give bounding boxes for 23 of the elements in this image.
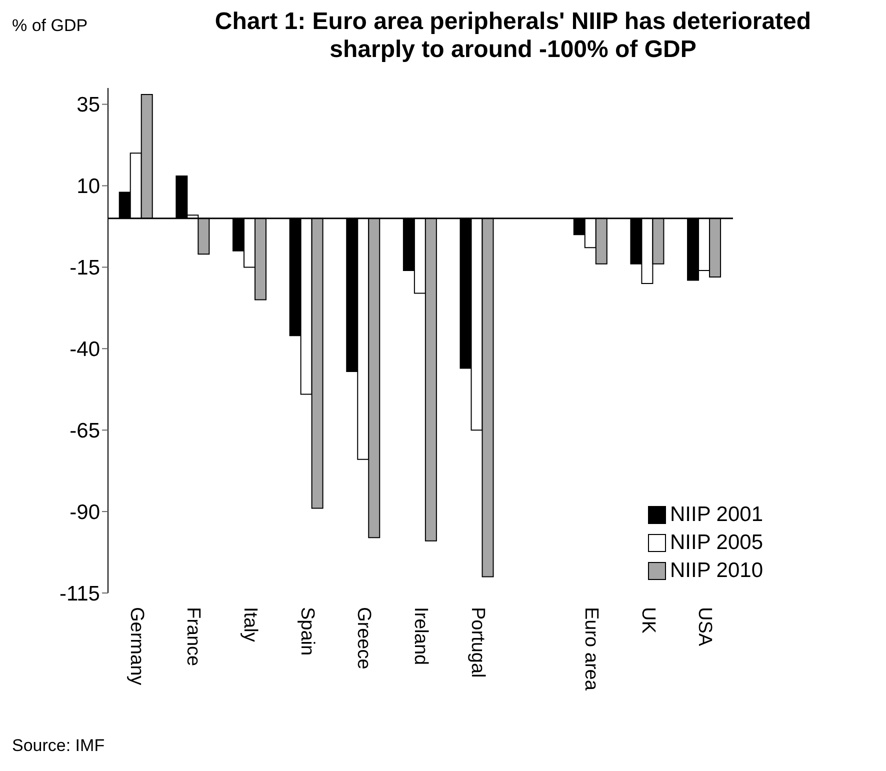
y-tick-label: 35 bbox=[76, 94, 100, 117]
x-tick-label: Greece bbox=[353, 607, 374, 670]
x-tick-label: Spain bbox=[296, 607, 318, 656]
x-tick-label: Germany bbox=[126, 607, 147, 686]
y-axis-title: % of GDP bbox=[12, 16, 88, 36]
y-tick-label: -40 bbox=[70, 338, 100, 362]
y-tick-label: -65 bbox=[70, 420, 100, 443]
y-tick-label: -115 bbox=[60, 582, 100, 606]
x-tick-label: Euro area bbox=[580, 607, 602, 691]
source-note: Source: IMF bbox=[12, 736, 105, 756]
x-tick-label: Portugal bbox=[466, 607, 488, 678]
x-tick-label: Italy bbox=[240, 607, 261, 642]
legend-label: NIIP 2010 bbox=[670, 559, 764, 583]
x-tick-label: Ireland bbox=[410, 607, 431, 666]
y-tick-label: -15 bbox=[70, 256, 100, 280]
x-tick-label: France bbox=[182, 607, 204, 666]
legend-label: NIIP 2001 bbox=[670, 503, 764, 527]
chart-title: Chart 1: Euro area peripherals' NIIP has deteriorated sharply to around -100% of GDP bbox=[214, 8, 812, 63]
y-tick-label: 10 bbox=[76, 175, 100, 198]
legend-label: NIIP 2005 bbox=[670, 531, 764, 555]
y-tick-label: -90 bbox=[70, 501, 100, 524]
x-tick-label: UK bbox=[637, 607, 658, 634]
x-tick-label: USA bbox=[694, 607, 716, 646]
